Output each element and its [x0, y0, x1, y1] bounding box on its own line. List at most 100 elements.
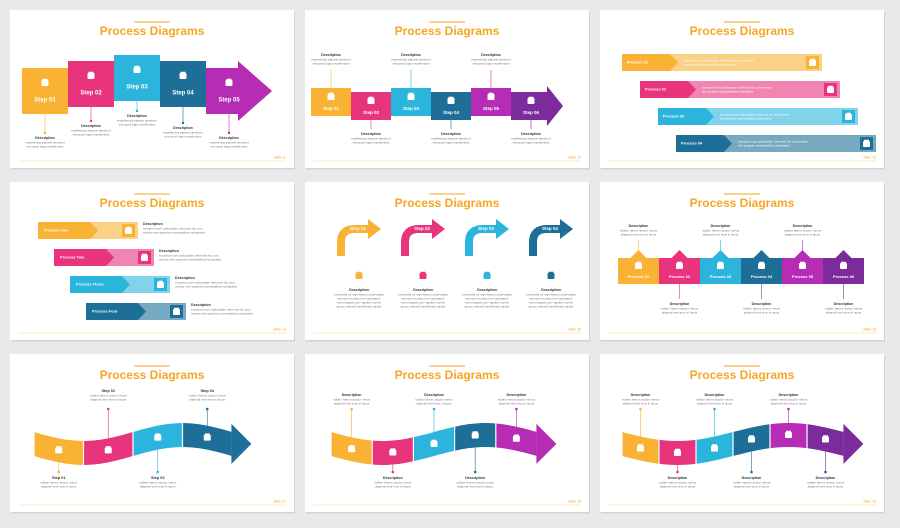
description-text: aligendi veni eros in lacus — [416, 402, 452, 406]
process-label: Process 06 — [833, 274, 855, 279]
step-block — [351, 92, 391, 120]
icon-detail — [823, 435, 828, 437]
description-text: reiciendis sit nam harum malesuada — [334, 293, 384, 297]
description-text: sint quod fugiu repellendus — [119, 123, 156, 127]
slide: Process Diagrams Slide 15 Step 01 Descripti… — [305, 182, 590, 342]
icon — [348, 446, 356, 453]
icon-detail — [174, 307, 179, 310]
icon — [41, 80, 49, 86]
icon-detail — [368, 96, 374, 99]
description-heading: Description — [191, 303, 211, 307]
description-text: auctor deleniti repellendus facilis — [401, 305, 446, 309]
description-text: site quaerat necessitatibus soluptates — [684, 62, 736, 66]
icon — [407, 94, 415, 100]
description-text: repellendus placeat deserunt — [511, 137, 551, 141]
description-text: excepturi sunt quibusdam deserunt hic cu… — [738, 139, 808, 143]
description-heading: Description — [711, 224, 731, 228]
icon-detail — [488, 92, 494, 95]
step-arrow — [206, 61, 272, 121]
slide-background — [305, 182, 589, 340]
description-heading: Description — [793, 224, 813, 228]
icon — [447, 98, 455, 104]
icon — [674, 450, 681, 456]
description-text: eos voluptas cum quidem omnis — [401, 301, 446, 305]
step-label: Step 01 — [34, 98, 56, 104]
icon — [863, 141, 870, 147]
description-text: aligendi veni eros in lacus — [140, 485, 176, 489]
description-text: sint quod fugiu repellendus — [353, 141, 390, 145]
description-text: aligendi veni eros in lacus — [190, 398, 226, 402]
slide-number: Slide 18 — [568, 499, 581, 503]
description-text: aligendi veni eros in lacus — [734, 485, 770, 489]
icon-detail — [528, 96, 534, 99]
icon-detail — [548, 271, 554, 274]
description-text: auctor deleniti repellendus facilis — [465, 305, 510, 309]
icon — [717, 263, 724, 269]
process-label: Process 03 — [710, 274, 732, 279]
description-text: nullam harum auctor minus — [770, 398, 808, 402]
description-text: reiciendis sit nam harum malesuada — [462, 293, 512, 297]
connector-dot — [43, 131, 47, 135]
icon-detail — [158, 280, 163, 283]
description-heading: Description — [834, 302, 854, 306]
slide-number: Slide 19 — [863, 499, 876, 503]
icon — [748, 436, 755, 443]
description-heading: Description — [629, 224, 649, 228]
connector-dot — [89, 119, 93, 123]
description-text: tenetur site quaerat necessitatibus solu… — [175, 285, 238, 289]
icon-detail — [134, 65, 140, 68]
step-label: Step 01 — [323, 106, 340, 111]
icon — [327, 94, 335, 100]
icon-detail — [810, 58, 815, 61]
description-heading: Description — [521, 132, 541, 136]
icon-detail — [349, 445, 355, 447]
description-heading: Description — [361, 132, 381, 136]
process-pointer — [640, 81, 696, 98]
process-tab — [835, 250, 852, 258]
description-text: reiciendis sit nam harum malesuada — [398, 293, 448, 297]
process-pointer — [54, 249, 114, 266]
step-label: Step 03 — [126, 85, 148, 91]
icon-detail — [142, 253, 147, 256]
description-text: aligendi veni eros in lacus — [703, 233, 739, 237]
description-text: nullam harum auctor minus — [743, 307, 781, 311]
icon-detail — [226, 78, 232, 81]
description-text: repellendus placeat deserunt — [471, 58, 511, 62]
slide-title: Process Diagrams — [690, 24, 795, 38]
process-label: Process Three — [76, 282, 104, 287]
description-text: aligendi veni eros in lacus — [457, 485, 493, 489]
description-text: aligendi veni eros in lacus — [785, 233, 821, 237]
icon-detail — [356, 271, 362, 274]
slide-number: Slide 15 — [568, 327, 581, 331]
process-pointer — [38, 222, 98, 239]
description-text: excepturi sunt quibusdam deserunt hic cu… — [143, 227, 203, 231]
icon — [389, 449, 397, 456]
description-text: nullam harum auctor minus — [415, 398, 453, 402]
step-block — [391, 88, 431, 116]
description-text: sint quod fugiu repellendus — [27, 145, 64, 149]
description-text: sint quod fugiu repellendus — [433, 141, 470, 145]
icon-detail — [390, 448, 396, 450]
description-text: excepturi sunt quibusdam deserunt hic cu… — [159, 254, 219, 258]
wave-arrowhead — [231, 423, 252, 464]
description-text: sint quod fugiu repellendus — [73, 133, 110, 137]
slide-title: Process Diagrams — [100, 368, 205, 382]
icon — [203, 434, 211, 441]
step-arrowhead — [432, 219, 445, 239]
icon — [637, 445, 644, 452]
step-arrow — [401, 225, 433, 256]
step-label: Step 04 — [443, 110, 460, 115]
icon — [419, 273, 427, 279]
icon — [799, 263, 806, 269]
icon — [125, 228, 132, 234]
description-text: nullam harum auctor minus — [333, 398, 371, 402]
icon-detail — [105, 446, 111, 448]
slide-title: Process Diagrams — [395, 196, 500, 210]
process-label: Process 02 — [669, 274, 691, 279]
slide-number: Slide 17 — [273, 499, 286, 503]
description-text: premium molitia non voluptates — [466, 297, 509, 301]
icon — [635, 263, 642, 269]
step-block — [431, 92, 471, 120]
icon-detail — [126, 226, 131, 229]
